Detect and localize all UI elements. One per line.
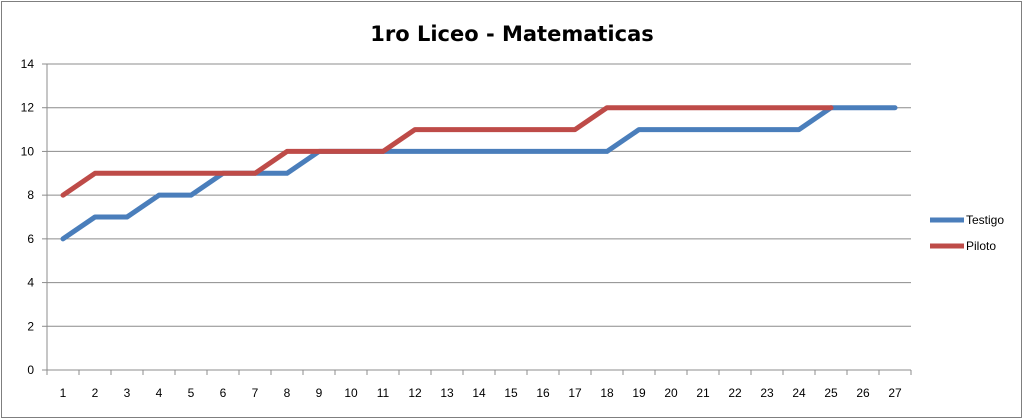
x-tick-label-9: 9 — [316, 386, 323, 400]
x-tick-label-19: 19 — [632, 386, 646, 400]
y-tick-label-0: 0 — [27, 363, 34, 377]
x-tick-label-11: 11 — [377, 386, 390, 400]
y-tick-label-10: 10 — [21, 144, 35, 158]
x-tick-label-23: 23 — [760, 386, 774, 400]
series-lines — [60, 105, 898, 242]
y-axis-ticks: 0 2 4 6 8 10 12 14 — [21, 57, 47, 377]
legend: Testigo Piloto — [930, 213, 1004, 253]
x-tick-label-2: 2 — [92, 386, 99, 400]
x-tick-label-26: 26 — [856, 386, 870, 400]
series-line-testigo — [60, 105, 898, 242]
y-tick-label-6: 6 — [27, 232, 34, 246]
x-tick-label-27: 27 — [888, 386, 902, 400]
axes — [46, 64, 911, 371]
x-tick-label-25: 25 — [824, 386, 838, 400]
x-tick-label-5: 5 — [188, 386, 195, 400]
x-tick-label-16: 16 — [536, 386, 550, 400]
x-tick-label-24: 24 — [792, 386, 806, 400]
x-axis-ticks: 1 2 3 4 5 6 7 8 9 10 11 12 13 14 15 16 17 18 19 20 21 22 23 24 2… — [46, 370, 912, 400]
x-tick-label-8: 8 — [284, 386, 291, 400]
legend-label-testigo: Testigo — [966, 213, 1004, 227]
x-tick-label-7: 7 — [252, 386, 259, 400]
x-tick-label-4: 4 — [156, 386, 163, 400]
x-tick-label-13: 13 — [440, 386, 454, 400]
x-tick-label-20: 20 — [664, 386, 678, 400]
y-tick-label-14: 14 — [21, 57, 35, 71]
x-tick-label-1: 1 — [60, 386, 67, 400]
x-tick-label-18: 18 — [600, 386, 614, 400]
y-tick-label-12: 12 — [21, 101, 35, 115]
x-tick-label-15: 15 — [504, 386, 518, 400]
x-tick-label-10: 10 — [344, 386, 358, 400]
x-tick-label-3: 3 — [124, 386, 131, 400]
x-tick-label-14: 14 — [472, 386, 486, 400]
chart-title: 1ro Liceo - Matematicas — [370, 22, 654, 46]
y-tick-label-4: 4 — [27, 276, 34, 290]
y-tick-label-8: 8 — [27, 188, 34, 202]
x-tick-label-22: 22 — [728, 386, 742, 400]
x-tick-label-6: 6 — [220, 386, 227, 400]
legend-label-piloto: Piloto — [966, 239, 996, 253]
x-tick-label-17: 17 — [568, 386, 582, 400]
x-tick-label-12: 12 — [408, 386, 422, 400]
x-tick-label-21: 21 — [696, 386, 710, 400]
y-tick-label-2: 2 — [27, 319, 34, 333]
series-line-piloto — [60, 105, 834, 198]
